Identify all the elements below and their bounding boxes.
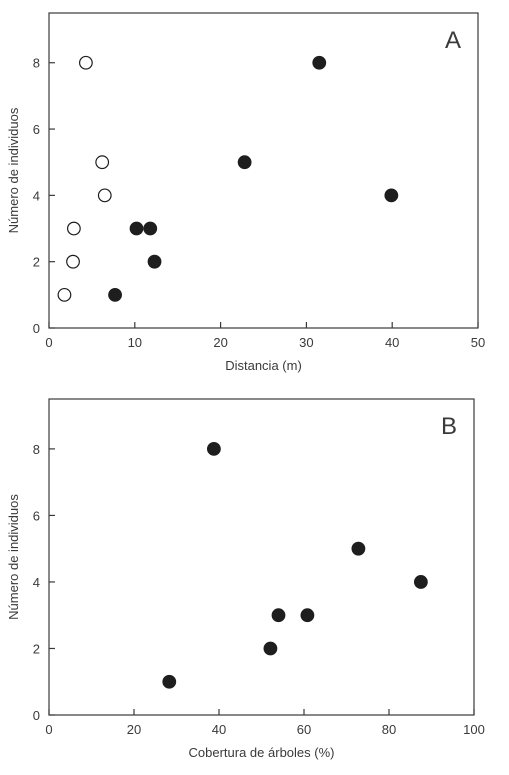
y-axis-label: Número de individuos: [6, 107, 21, 233]
open-data-point: [95, 155, 110, 170]
filled-data-point: [108, 287, 122, 302]
x-tick-label: 60: [297, 722, 311, 737]
filled-data-point: [413, 575, 428, 589]
open-data-point: [57, 287, 72, 302]
y-tick-label: 8: [33, 56, 40, 71]
open-data-point: [66, 254, 80, 269]
y-tick-label: 4: [33, 575, 40, 590]
x-tick-label: 30: [299, 335, 313, 350]
scatter-panel-a: 0 10 20 30 40 50 0 2 4 6 8 Distancia (m) Número de i…: [6, 12, 485, 373]
filled-data-point: [147, 254, 162, 269]
x-tick-label: 20: [213, 335, 227, 350]
x-tick-label: 40: [385, 335, 399, 350]
y-tick-label: 2: [33, 255, 40, 270]
y-tick-label: 2: [33, 641, 40, 656]
filled-data-point: [312, 55, 327, 70]
filled-data-point: [271, 608, 286, 623]
filled-data-point: [263, 641, 278, 656]
x-tick-label: 10: [128, 335, 142, 350]
filled-data-point: [351, 541, 366, 556]
x-tick-label: 0: [45, 335, 52, 350]
x-axis-label: Distancia (m): [225, 358, 302, 373]
x-tick-label: 0: [45, 722, 52, 737]
y-tick-label: 6: [33, 122, 40, 137]
y-axis-label: Número de individuos: [6, 494, 21, 620]
filled-data-point: [384, 188, 399, 203]
open-data-point: [97, 188, 112, 203]
filled-data-point: [237, 155, 252, 170]
x-tick-label: 20: [127, 722, 141, 737]
filled-data-point: [143, 221, 158, 236]
plot-frame: [48, 398, 475, 716]
x-tick-label: 80: [382, 722, 396, 737]
y-tick-label: 0: [33, 321, 40, 336]
x-tick-label: 100: [463, 722, 485, 737]
panel-label: A: [445, 27, 461, 54]
filled-data-point: [300, 608, 315, 623]
x-tick-label: 50: [471, 335, 485, 350]
open-data-point: [66, 221, 81, 236]
y-tick-label: 4: [33, 188, 40, 203]
y-tick-label: 0: [33, 708, 40, 723]
scatter-panel-b: 0 20 40 60 80 100 0 2 4 6 8 Cobertura de árboles (%…: [6, 398, 485, 760]
x-tick-label: 40: [212, 722, 226, 737]
y-tick-label: 6: [33, 508, 40, 523]
y-tick-label: 8: [33, 442, 40, 457]
plot-frame: [48, 12, 479, 329]
filled-data-point: [162, 674, 177, 689]
panel-label: B: [441, 413, 457, 440]
filled-data-point: [129, 221, 144, 236]
open-data-point: [78, 55, 93, 70]
x-axis-label: Cobertura de árboles (%): [189, 745, 335, 760]
filled-data-point: [206, 441, 221, 456]
